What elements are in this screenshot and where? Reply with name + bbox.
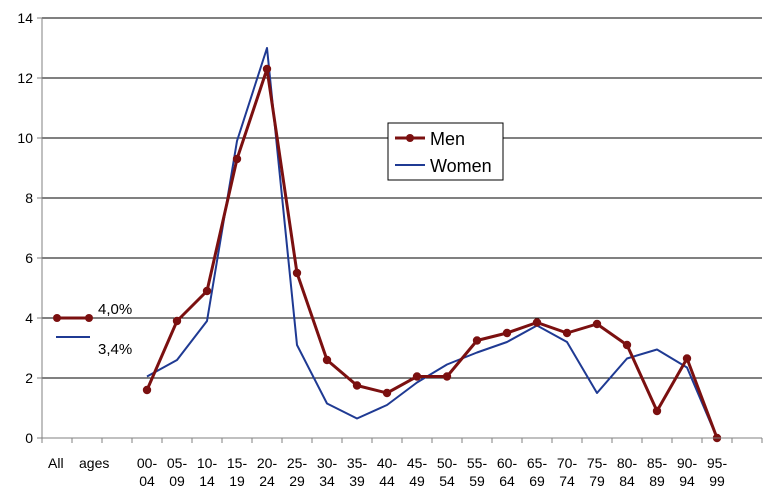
x-tick-label: 09 [169,473,185,489]
x-tick-label: 14 [199,473,215,489]
x-tick-label: 45- [407,455,428,471]
x-tick-label: 04 [139,473,155,489]
legend-box [387,122,504,181]
data-point-men [142,385,152,395]
y-axis-ticks: 0 2 4 6 8 10 12 14 [17,10,42,446]
data-point-men [352,381,362,390]
y-tick-label: 4 [25,310,33,326]
x-tick-label: 24 [259,473,275,489]
x-tick-label: 60- [497,455,518,471]
x-tick-label: 80- [617,455,638,471]
x-tick-label: 34 [319,473,335,489]
x-tick-label: 10- [197,455,218,471]
legend-men-marker [406,134,414,142]
x-tick-label: 15- [227,455,248,471]
data-point-men [472,336,482,345]
y-tick-label: 6 [25,250,33,266]
x-tick-label: 99 [709,473,725,489]
x-tick-label: 69 [529,473,545,489]
data-point-men [292,268,302,278]
x-tick-label: 50- [437,455,458,471]
x-tick-label: 25- [287,455,308,471]
x-tick-label: 29 [289,473,305,489]
data-point-men [682,354,692,363]
x-tick-label: 79 [589,473,605,489]
gridlines [42,17,762,379]
legend-men-label: Men [430,129,465,149]
all-ages-summary: 4,0% 3,4% All ages [48,301,132,471]
data-point-men [622,340,632,350]
x-tick-label: 39 [349,473,365,489]
x-tick-label: 54 [439,473,455,489]
x-tick-label: 70- [557,455,578,471]
x-tick-label: 90- [677,455,698,471]
x-tick-label: 84 [619,473,635,489]
data-point-men [202,286,212,296]
data-point-men [562,328,572,338]
x-tick-label: 74 [559,473,575,489]
x-tick-label: 55- [467,455,488,471]
data-point-men [532,318,542,327]
x-tick-label: 89 [649,473,665,489]
series-line-men [145,67,719,439]
data-point-men [232,154,242,164]
data-point-men [262,64,272,74]
x-tick-label: 44 [379,473,395,489]
all-ages-women-label: 3,4% [98,341,132,358]
y-tick-label: 0 [25,430,33,446]
data-point-men [322,355,332,365]
all-ages-men-marker [53,314,61,322]
y-tick-label: 12 [17,70,33,86]
legend-women-label: Women [430,156,492,176]
x-tick-label: 49 [409,473,425,489]
data-point-men [412,372,422,381]
series-line-women [146,47,718,439]
x-tick-label: 20- [257,455,278,471]
x-tick-label: 64 [499,473,515,489]
x-tick-label: 00- [137,455,158,471]
y-tick-label: 10 [17,130,33,146]
y-tick-label: 14 [17,10,33,26]
x-tick-label: 75- [587,455,608,471]
y-tick-label: 8 [25,190,33,206]
all-ages-men-label: 4,0% [98,301,132,318]
series-lines [142,47,722,443]
y-tick-label: 2 [25,370,33,386]
x-tick-label: 19 [229,473,245,489]
x-tick-label-ages: ages [79,455,109,471]
data-point-men [442,372,452,381]
x-tick-label: 35- [347,455,368,471]
data-point-men [592,319,602,329]
x-tick-label: 94 [679,473,695,489]
axes [41,18,762,439]
x-tick-label: 40- [377,455,398,471]
all-ages-men-marker [85,314,93,322]
x-tick-label: 95- [707,455,728,471]
x-tick-label-all: All [48,455,64,471]
x-axis-ticks: 00- 04 05- 09 10- 14 15- 19 20- 24 25- 29 30- 34 35- 39… [41,438,763,489]
data-point-men [652,406,662,416]
data-point-men [172,316,182,326]
data-point-men [502,328,512,338]
legend: Men Women [387,122,504,181]
x-tick-label: 59 [469,473,485,489]
x-tick-label: 05- [167,455,188,471]
data-point-men [382,388,392,398]
x-tick-label: 85- [647,455,668,471]
x-tick-label: 30- [317,455,338,471]
x-tick-label: 65- [527,455,548,471]
